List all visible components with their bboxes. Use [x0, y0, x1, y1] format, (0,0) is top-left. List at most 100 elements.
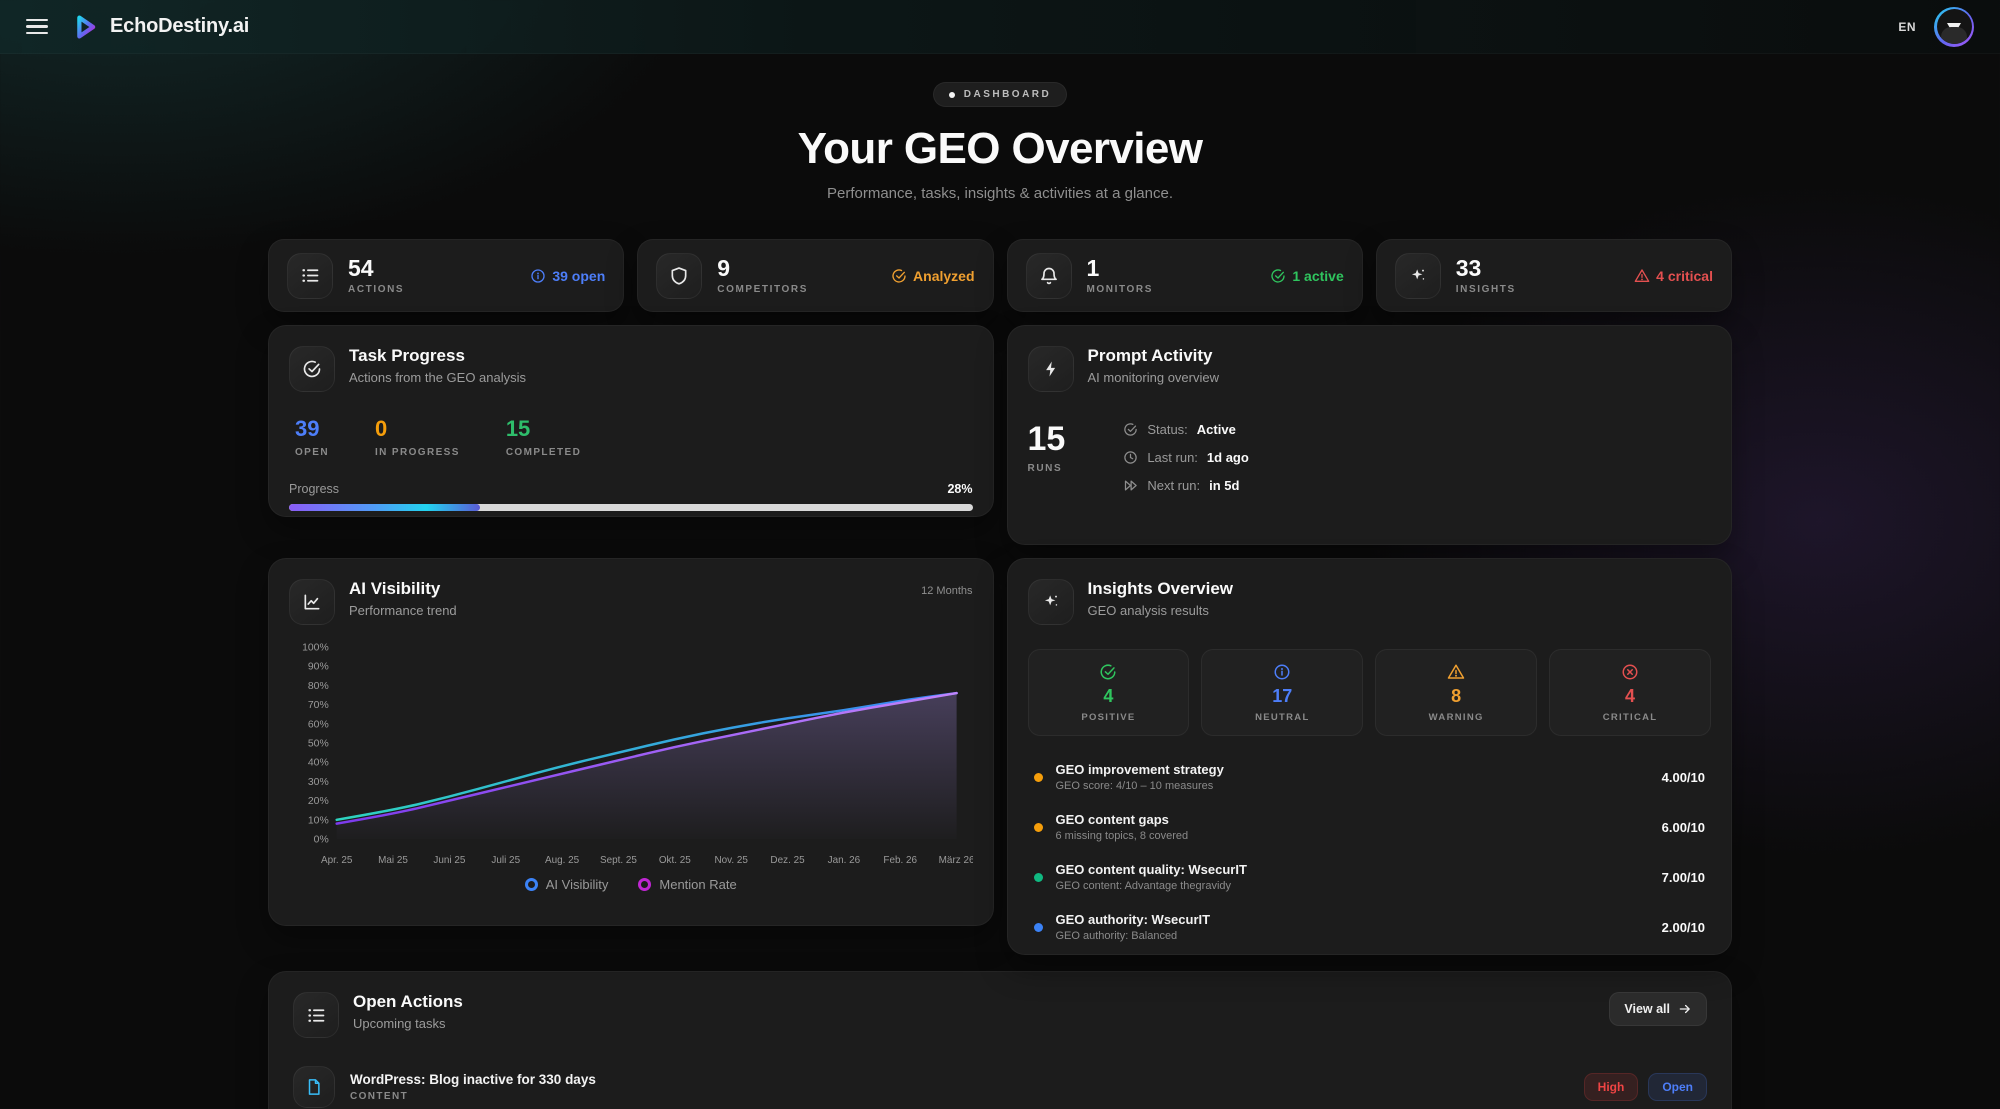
stat-value: 9: [717, 254, 731, 281]
svg-text:Nov. 25: Nov. 25: [714, 855, 748, 866]
stat-card-competitors[interactable]: 9 COMPETITORS Analyzed: [637, 239, 994, 312]
status-row: Status: Active: [1123, 422, 1249, 437]
insight-stat-label: WARNING: [1428, 712, 1484, 723]
insight-item[interactable]: GEO content gaps 6 missing topics, 8 cov…: [1028, 802, 1712, 852]
ai-visibility-card: AI Visibility Performance trend 12 Month…: [268, 558, 994, 926]
task-stat-open: 39 OPEN: [295, 416, 329, 458]
stat-badge-text: 1 active: [1292, 267, 1344, 284]
action-item[interactable]: WordPress: Blog inactive for 330 days CO…: [293, 1066, 1707, 1108]
stat-label: COMPETITORS: [717, 284, 809, 296]
task-stat-completed: 15 COMPLETED: [506, 416, 581, 458]
prompt-activity-card: Prompt Activity AI monitoring overview 1…: [1006, 325, 1732, 545]
task-stat-value: 39: [295, 416, 320, 441]
stat-card-actions[interactable]: 54 ACTIONS 39 open: [268, 239, 625, 312]
view-all-button[interactable]: View all: [1609, 992, 1707, 1026]
insight-stat-value: 4: [1625, 686, 1636, 706]
svg-text:20%: 20%: [308, 796, 329, 807]
top-nav: EchoDestiny.ai EN: [0, 0, 2000, 54]
svg-text:Feb. 26: Feb. 26: [883, 855, 917, 866]
arrow-right-icon: [1678, 1002, 1692, 1016]
task-stat-label: IN PROGRESS: [374, 447, 460, 458]
card-subtitle: Upcoming tasks: [353, 1016, 446, 1031]
stat-badge-analyzed: Analyzed: [891, 268, 975, 284]
insight-item[interactable]: GEO content quality: WsecurIT GEO conten…: [1028, 852, 1712, 902]
brand[interactable]: EchoDestiny.ai: [70, 12, 249, 42]
range-label: 12 Months: [921, 585, 973, 597]
card-title: Task Progress: [349, 346, 465, 365]
svg-text:60%: 60%: [308, 719, 329, 730]
insight-item[interactable]: GEO authority: WsecurIT GEO authority: B…: [1028, 902, 1712, 952]
card-subtitle: Performance trend: [349, 603, 457, 618]
svg-text:70%: 70%: [308, 700, 329, 711]
runs-label: RUNS: [1027, 463, 1063, 474]
row-value: Active: [1196, 422, 1236, 437]
card-title: AI Visibility: [349, 579, 441, 598]
insight-subtitle: GEO authority: Balanced: [1055, 930, 1178, 942]
svg-text:Apr. 25: Apr. 25: [321, 855, 353, 866]
task-stat-label: OPEN: [295, 447, 329, 458]
svg-text:30%: 30%: [308, 777, 329, 788]
clock-icon: [1123, 450, 1138, 465]
list-icon: [287, 252, 333, 299]
dashboard-badge: DASHBOARD: [932, 82, 1068, 107]
status-dot-icon: [1033, 822, 1043, 832]
task-stat-value: 0: [374, 416, 388, 441]
svg-text:Sept. 25: Sept. 25: [600, 855, 637, 866]
legend-mention-rate[interactable]: Mention Rate: [638, 877, 737, 892]
svg-text:0%: 0%: [314, 834, 329, 845]
insight-stat-value: 4: [1103, 686, 1114, 706]
insights-overview-card: Insights Overview GEO analysis results 4…: [1006, 558, 1732, 955]
trend-chart: 0% 10% 20% 30% 40% 50% 60% 70% 80% 90% 100% Apr. 25…: [302, 642, 973, 866]
x-circle-icon: [1621, 663, 1639, 681]
check-circle-icon: [289, 346, 335, 392]
stat-badge-text: 39 open: [552, 267, 606, 284]
svg-text:Mai 25: Mai 25: [378, 855, 408, 866]
svg-text:Aug. 25: Aug. 25: [545, 855, 580, 866]
check-circle-icon: [1099, 663, 1117, 681]
priority-badge[interactable]: High: [1583, 1073, 1639, 1101]
card-title: Prompt Activity: [1087, 346, 1213, 365]
insight-item[interactable]: GEO improvement strategy GEO score: 4/10…: [1028, 752, 1712, 802]
svg-text:100%: 100%: [302, 642, 329, 653]
stat-badge-critical: 4 critical: [1634, 268, 1713, 284]
row-label: Last run:: [1147, 450, 1198, 465]
sparkles-icon: [1394, 252, 1441, 299]
last-run-row: Last run: 1d ago: [1123, 450, 1249, 465]
badge-label: DASHBOARD: [963, 89, 1052, 100]
document-icon: [293, 1066, 335, 1108]
stat-card-monitors[interactable]: 1 MONITORS 1 active: [1006, 239, 1363, 312]
card-subtitle: AI monitoring overview: [1087, 370, 1220, 385]
card-subtitle: Actions from the GEO analysis: [349, 370, 527, 385]
runs-value: 15: [1027, 420, 1066, 458]
chart-line-icon: [289, 579, 335, 625]
badge-dot-icon: [948, 91, 955, 98]
legend-label: Mention Rate: [659, 877, 737, 892]
insight-stat-warning: 8 WARNING: [1375, 649, 1538, 736]
stat-card-insights[interactable]: 33 INSIGHTS 4 critical: [1375, 239, 1732, 312]
svg-text:90%: 90%: [308, 662, 329, 673]
insight-stat-label: CRITICAL: [1602, 712, 1658, 723]
stat-label: INSIGHTS: [1455, 284, 1516, 296]
sparkles-icon: [1027, 579, 1074, 625]
stat-badge-text: 4 critical: [1656, 267, 1713, 284]
fast-forward-icon: [1123, 478, 1138, 493]
next-run-row: Next run: in 5d: [1123, 478, 1249, 493]
svg-text:10%: 10%: [308, 815, 329, 826]
card-subtitle: GEO analysis results: [1087, 603, 1209, 618]
status-badge[interactable]: Open: [1648, 1073, 1707, 1101]
stat-value: 54: [348, 254, 374, 281]
menu-icon[interactable]: [26, 18, 48, 35]
stat-value: 33: [1455, 254, 1482, 281]
insight-stat-value: 8: [1451, 686, 1462, 706]
legend-ai-visibility[interactable]: AI Visibility: [524, 877, 608, 892]
progress-bar: [289, 504, 973, 511]
check-circle-icon: [891, 268, 907, 284]
bell-icon: [1025, 252, 1072, 299]
user-avatar[interactable]: [1934, 6, 1974, 47]
stat-value: 1: [1086, 254, 1100, 281]
insight-score: 6.00/10: [1661, 819, 1705, 835]
insight-title: GEO content quality: WsecurIT: [1055, 862, 1247, 877]
language-switcher[interactable]: EN: [1898, 19, 1916, 34]
svg-text:März 26: März 26: [939, 855, 973, 866]
legend-ring-icon: [638, 878, 652, 891]
